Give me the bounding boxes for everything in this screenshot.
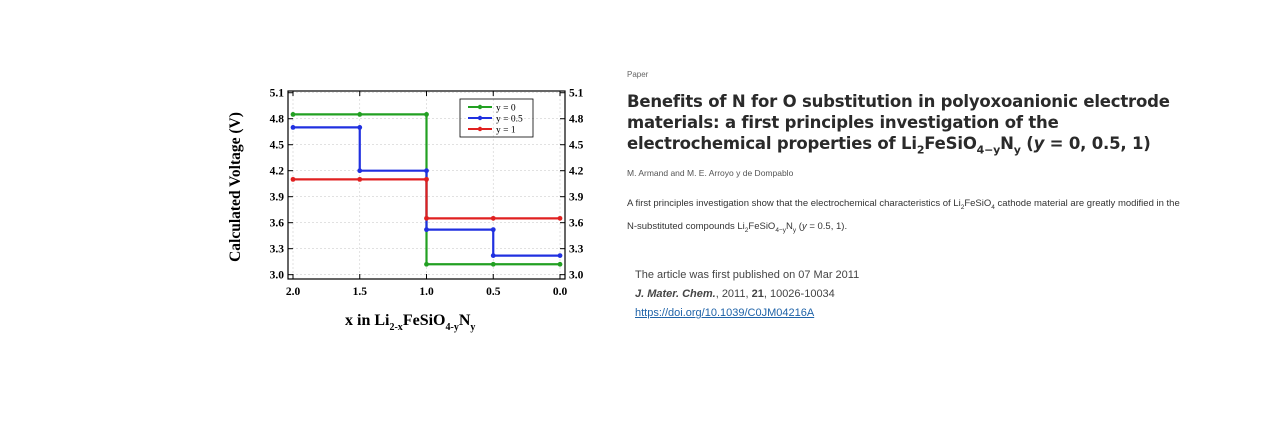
y-tick-label: 5.1 [270, 88, 285, 100]
data-point [490, 227, 496, 233]
data-point [424, 168, 429, 174]
data-point [490, 215, 496, 221]
voltage-chart: 3.0 3.0 3.3 3.3 3.6 3.6 3.9 3.9 4.2 4.2 4.5 4.5 4.8 4… [227, 88, 584, 333]
data-point [290, 176, 296, 182]
journal-name: J. Mater. Chem. [635, 288, 716, 301]
legend-marker [477, 126, 483, 132]
doi-link[interactable]: https://doi.org/10.1039/C0JM04216A [635, 307, 815, 320]
y-tick-label-right: 3.0 [569, 270, 584, 282]
figure: 3.0 3.0 3.3 3.3 3.6 3.6 3.9 3.9 4.2 4.2 4.5 4.5 4.8 4… [220, 80, 600, 340]
legend-marker [477, 115, 483, 121]
legend-box [459, 98, 534, 138]
y-tick-label: 4.5 [270, 140, 285, 152]
volume: 21 [751, 288, 764, 301]
x-tick-label: 2.0 [286, 286, 301, 298]
y-tick-label-right: 4.5 [569, 140, 584, 152]
data-point [490, 261, 496, 267]
chart-series [290, 111, 563, 267]
legend-marker [477, 104, 483, 110]
data-point [290, 124, 296, 130]
chart-ticks: 3.0 3.0 3.3 3.3 3.6 3.6 3.9 3.9 4.2 4.2 4.5 4.5 4.8 4… [270, 88, 584, 298]
y-tick-label: 3.6 [270, 218, 285, 230]
data-point [557, 261, 563, 267]
data-point [357, 168, 363, 174]
citation: J. Mater. Chem., 2011, 21, 10026-10034 [635, 288, 835, 301]
y-tick-label-right: 3.9 [569, 192, 584, 204]
article-card: Paper Benefits of N for O substitution i… [627, 70, 1187, 323]
y-tick-label-right: 3.6 [569, 218, 584, 230]
y-tick-label: 3.9 [270, 192, 285, 204]
y-tick-label-right: 4.2 [569, 166, 584, 178]
publication-info: The article was first published on 07 Ma… [635, 266, 1187, 323]
data-point [424, 261, 429, 267]
y-tick-label: 3.0 [270, 270, 285, 282]
legend-label: y = 1 [496, 126, 516, 136]
x-tick-label: 1.0 [419, 286, 434, 298]
y-axis-label: Calculated Voltage (V) [227, 112, 244, 262]
y-tick-label-right: 4.8 [569, 114, 584, 126]
data-point [424, 227, 429, 233]
data-point [557, 253, 563, 259]
data-point [424, 176, 429, 182]
legend-label: y = 0 [496, 104, 516, 114]
data-point [357, 111, 363, 117]
article-title[interactable]: Benefits of N for O substitution in poly… [627, 92, 1170, 157]
article-authors: M. Armand and M. E. Arroyo y de Dompablo [627, 168, 794, 179]
article-type: Paper [627, 70, 649, 79]
series-line [293, 178, 560, 220]
y-tick-label: 4.8 [270, 114, 285, 126]
x-tick-label: 0.5 [486, 286, 501, 298]
x-axis-label: x in Li2-xFeSiO4-yNy [345, 312, 475, 333]
x-tick-label: 0.0 [553, 286, 568, 298]
article-abstract: A first principles investigation show th… [627, 198, 1180, 235]
y-tick-label: 4.2 [270, 166, 285, 178]
data-point [557, 215, 563, 221]
published-date: The article was first published on 07 Ma… [635, 269, 860, 282]
x-tick-label: 1.5 [353, 286, 368, 298]
data-point [490, 253, 496, 259]
y-tick-label: 3.3 [270, 244, 285, 256]
legend-label: y = 0.5 [496, 115, 523, 125]
chart-legend: y = 0y = 0.5y = 1 [459, 98, 534, 138]
data-point [357, 124, 363, 130]
data-point [357, 176, 363, 182]
y-tick-label-right: 3.3 [569, 244, 584, 256]
y-tick-label-right: 5.1 [569, 88, 584, 100]
data-point [290, 111, 296, 117]
data-point [424, 215, 429, 221]
data-point [424, 111, 429, 117]
